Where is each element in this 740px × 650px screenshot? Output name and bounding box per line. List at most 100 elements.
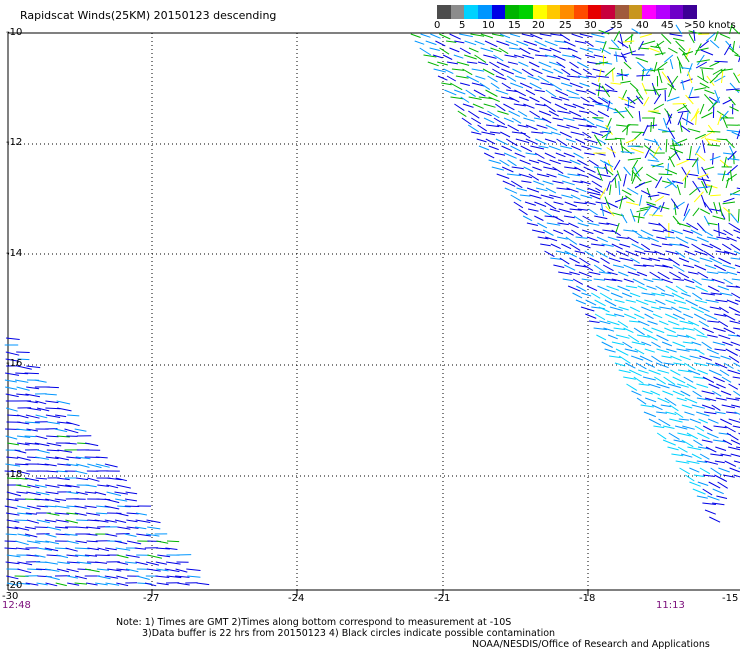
wind-vector [196, 582, 210, 586]
wind-vector [559, 96, 570, 101]
wind-vector [579, 110, 590, 114]
wind-vector [586, 191, 601, 196]
wind-vector [504, 187, 518, 194]
wind-vector [45, 456, 59, 460]
wind-vector [640, 257, 653, 261]
wind-vector [720, 390, 732, 396]
wind-vector [650, 121, 652, 133]
wind-vector [637, 236, 651, 240]
wind-vector [16, 428, 31, 432]
wind-vector [85, 484, 97, 488]
colorbar-swatch [587, 5, 602, 19]
wind-vector [730, 341, 740, 346]
wind-vector [691, 243, 704, 252]
wind-vector [486, 124, 500, 128]
wind-vector [623, 327, 634, 334]
wind-vector [643, 264, 655, 267]
wind-vector [728, 383, 739, 390]
wind-vector [639, 194, 643, 206]
wind-vector [640, 229, 654, 237]
wind-vector [85, 568, 100, 573]
wind-vector [146, 519, 161, 524]
wind-vector [481, 131, 496, 136]
colorbar-swatch [573, 5, 588, 19]
wind-vector [561, 194, 573, 199]
wind-vector [637, 212, 641, 224]
wind-vector [610, 39, 620, 49]
wind-vector [507, 61, 519, 65]
wind-vector [24, 526, 36, 530]
wind-vector [468, 96, 482, 100]
wind-vector [64, 442, 77, 445]
wind-vector [586, 89, 596, 95]
wind-vector [587, 222, 600, 226]
wind-vector [563, 229, 574, 236]
wind-vector [598, 271, 612, 275]
wind-vector [485, 89, 498, 97]
wind-vector [727, 157, 740, 161]
wind-vector [728, 222, 740, 231]
wind-vector [736, 446, 740, 449]
wind-vector [714, 348, 726, 352]
wind-vector [36, 449, 50, 454]
wind-vector [505, 40, 519, 46]
wind-vector [531, 229, 545, 234]
wind-vector [644, 313, 654, 320]
wind-vector [5, 386, 18, 390]
wind-vector [46, 449, 60, 452]
wind-vector [617, 320, 629, 328]
wind-vector [126, 519, 138, 523]
wind-vector [694, 43, 702, 56]
wind-vector [625, 362, 636, 369]
wind-vector [569, 61, 579, 69]
wind-vector [511, 166, 524, 170]
wind-vector [644, 89, 655, 91]
wind-vector [579, 82, 590, 88]
wind-vector [611, 341, 624, 346]
wind-vector [569, 271, 580, 276]
wind-vector [46, 526, 62, 531]
wind-vector [5, 435, 18, 440]
wind-vector [556, 138, 568, 147]
wind-vector [708, 481, 721, 489]
wind-vector [588, 173, 602, 181]
wind-vector [625, 138, 636, 144]
wind-vector [147, 526, 161, 530]
wind-vector [492, 68, 504, 77]
wind-vector [45, 414, 61, 418]
colorbar-swatch [669, 5, 684, 19]
wind-vector [645, 362, 656, 368]
wind-vector [474, 54, 487, 64]
wind-vector [636, 74, 651, 77]
wind-vector [604, 83, 615, 91]
legend-label-0: 0 [434, 20, 441, 31]
wind-vector [716, 110, 729, 119]
wind-vector [136, 533, 151, 537]
wind-vector [36, 582, 48, 586]
wind-vector [540, 194, 554, 199]
wind-vector [587, 47, 602, 51]
wind-vector [588, 96, 601, 106]
wind-vector [537, 75, 550, 84]
wind-vector [607, 159, 613, 172]
wind-vector [655, 88, 667, 91]
wind-vector [655, 362, 669, 369]
wind-vector [24, 477, 40, 482]
wind-vector [718, 222, 720, 237]
wind-vector [624, 107, 634, 119]
wind-vector [46, 512, 60, 516]
wind-vector [723, 327, 736, 334]
wind-vector [57, 561, 70, 565]
wind-vector [705, 362, 720, 367]
wind-vector [5, 533, 17, 536]
wind-vector [635, 57, 649, 63]
wind-vector [24, 435, 36, 438]
wind-vector [26, 554, 40, 557]
wind-vector [573, 201, 587, 205]
wind-vector [638, 110, 641, 122]
wind-vector [722, 99, 733, 105]
wind-vector [54, 428, 68, 433]
wind-vector [487, 75, 498, 83]
wind-vector [136, 575, 150, 580]
wind-vector [706, 271, 719, 274]
